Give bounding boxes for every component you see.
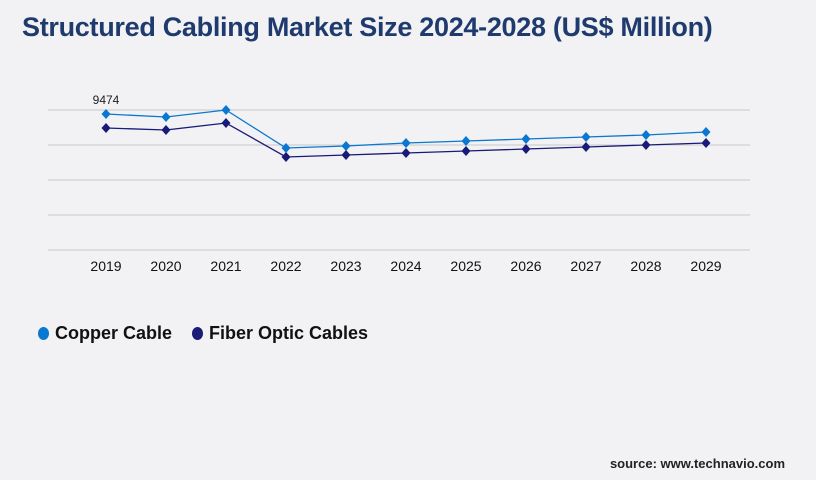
legend-marker-copper [38, 327, 49, 340]
data-point[interactable] [701, 126, 711, 137]
x-tick-label: 2023 [330, 258, 361, 274]
data-point[interactable] [401, 147, 411, 158]
x-tick-label: 2024 [390, 258, 421, 274]
x-tick-label: 2021 [210, 258, 241, 274]
data-point[interactable] [281, 152, 291, 163]
legend-item-fiber[interactable]: Fiber Optic Cables [192, 323, 368, 344]
data-point[interactable] [161, 124, 171, 135]
x-tick-label: 2022 [270, 258, 301, 274]
data-point[interactable] [641, 129, 651, 140]
data-point[interactable] [221, 105, 231, 115]
legend-item-copper[interactable]: Copper Cable [38, 323, 172, 344]
data-point[interactable] [101, 122, 111, 133]
data-point[interactable] [101, 108, 111, 119]
data-point[interactable] [161, 111, 171, 122]
chart-title: Structured Cabling Market Size 2024-2028… [22, 12, 713, 42]
data-point[interactable] [281, 143, 291, 154]
data-label: 9474 [93, 93, 120, 107]
x-tick-label: 2027 [570, 258, 601, 274]
x-tick-label: 2025 [450, 258, 481, 274]
legend-label-copper: Copper Cable [55, 323, 173, 343]
data-point[interactable] [461, 146, 471, 157]
legend-label-fiber: Fiber Optic Cables [209, 323, 369, 343]
data-point[interactable] [581, 141, 591, 152]
data-point[interactable] [461, 135, 471, 146]
legend: Copper Cable Fiber Optic Cables [38, 323, 368, 344]
line-chart: 2019 2020 2021 2022 2023 2024 2025 2026 2027 2028… [48, 93, 750, 274]
legend-marker-fiber [192, 327, 204, 340]
data-point[interactable] [221, 117, 231, 128]
data-point[interactable] [521, 143, 531, 154]
data-point[interactable] [341, 140, 351, 151]
x-tick-label: 2019 [90, 258, 121, 274]
data-point[interactable] [641, 140, 651, 150]
data-point[interactable] [521, 133, 531, 144]
x-tick-label: 2029 [690, 258, 721, 274]
x-tick-label: 2020 [150, 258, 181, 274]
data-point[interactable] [401, 137, 411, 148]
x-tick-label: 2028 [630, 258, 661, 274]
x-tick-label: 2026 [510, 258, 541, 274]
data-point[interactable] [701, 137, 711, 148]
data-point[interactable] [581, 131, 591, 142]
source-note: source: www.technavio.com [609, 456, 785, 471]
data-point[interactable] [341, 149, 351, 160]
